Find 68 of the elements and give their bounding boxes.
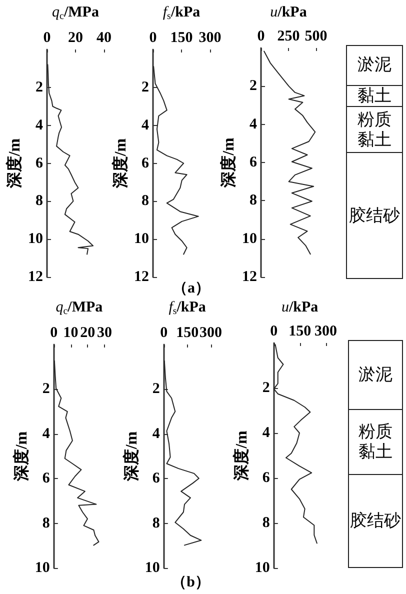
y-tick-label: 2 [262,380,270,396]
x-tick-label: 30 [97,325,112,341]
y-tick-label: 6 [42,470,50,487]
y-tick-label: 2 [42,381,50,398]
y-tick-label: 4 [152,426,160,442]
y-tick-label: 8 [262,515,270,531]
x-tick-label: 0 [270,324,278,340]
y-tick-label: 6 [262,470,270,486]
y-tick-label: 2 [250,78,257,94]
y-tick-label: 2 [142,79,149,96]
y-tick-label: 6 [250,154,258,170]
y-axis-title: 深度/m [11,430,30,482]
y-tick-label: 4 [36,117,44,134]
y-tick-label: 8 [142,193,149,210]
stratum-cell: 胶结砂 [347,152,402,278]
y-tick-label: 6 [36,155,44,172]
y-tick-label: 2 [36,79,43,96]
y-tick-label: 12 [242,269,257,285]
y-tick-label: 4 [250,116,258,132]
x-tick-label: 500 [304,28,328,44]
y-tick-label: 10 [34,560,50,576]
y-tick-label: 6 [142,155,150,172]
stratum-cell: 粉质黏土 [349,408,402,474]
stratum-cell-text: 淤泥 [356,54,392,76]
y-axis-title: 深度/m [121,430,140,482]
text: （b） [172,574,210,590]
x-tick-label: 250 [277,28,300,44]
y-axis-title: 深度/m [110,138,130,190]
y-tick-label: 4 [142,117,150,134]
x-tick-label: 0 [149,30,157,46]
x-tick-label: 150 [176,325,199,341]
y-tick-label: 8 [152,515,160,532]
y-tick-label: 10 [242,230,257,247]
x-tick-label: 20 [80,325,96,341]
x-tick-label: 300 [198,30,222,46]
x-tick-label: 20 [68,30,83,46]
x-axis-title: u/kPa [281,300,319,316]
x-tick-label: 0 [160,325,168,341]
y-tick-label: 10 [134,231,149,248]
y-tick-label: 4 [42,426,50,442]
stratum-cell: 胶结砂 [349,474,402,567]
y-axis-title: 深度/m [4,138,24,190]
y-tick-label: 4 [262,425,270,441]
y-tick-label: 8 [250,192,257,209]
y-tick-label: 10 [28,231,43,248]
y-tick-label: 12 [28,269,43,285]
x-tick-label: 300 [314,324,337,340]
stratum-cell: 黏土 [347,84,402,106]
x-axis-title: u/kPa [270,4,308,20]
y-tick-label: 8 [36,193,43,210]
y-tick-label: 10 [254,560,270,576]
text: （a） [172,280,210,296]
x-tick-label: 0 [50,325,58,341]
stratum-cell-text: 淤泥 [358,364,394,386]
y-axis-title: 深度/m [231,430,250,482]
y-tick-label: 2 [152,381,160,398]
y-tick-label: 10 [144,560,160,576]
x-tick-label: 150 [288,324,312,340]
x-tick-label: 300 [200,325,222,341]
stratum-cell: 粉质黏土 [347,106,402,152]
x-tick-label: 0 [43,30,51,46]
y-tick-label: 12 [134,269,149,285]
x-tick-label: 40 [96,30,112,46]
x-tick-label: 150 [170,30,193,46]
y-tick-label: 8 [42,515,50,532]
x-tick-label: 10 [63,325,78,341]
x-tick-label: 0 [257,28,265,44]
y-tick-label: 6 [152,470,160,487]
